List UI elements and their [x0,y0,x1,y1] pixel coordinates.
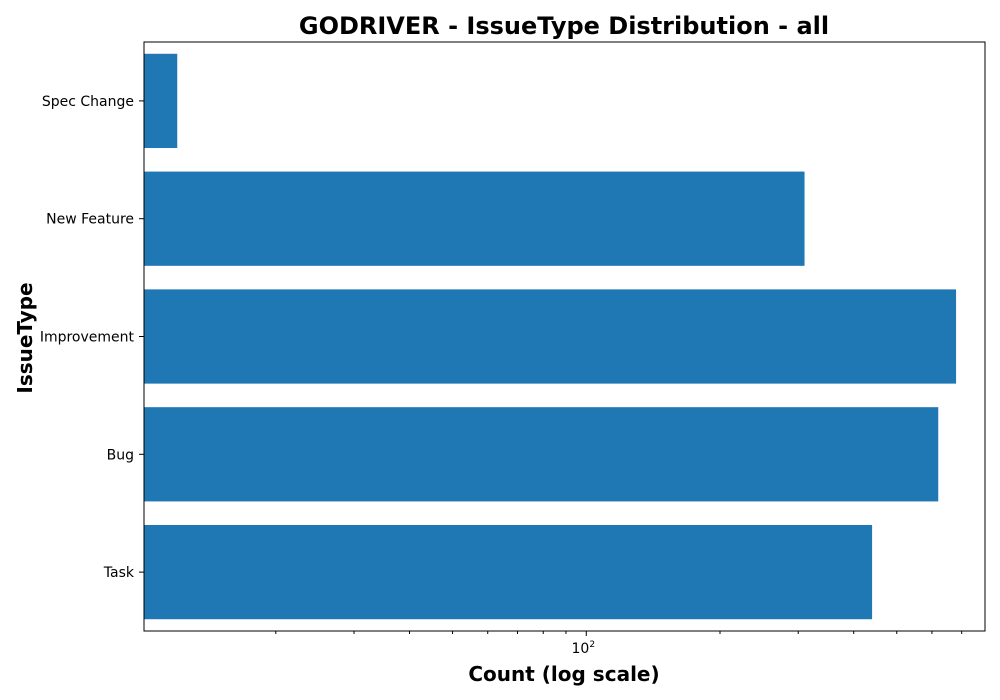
bar-task [144,524,873,620]
x-axis-title: Count (log scale) [468,662,659,686]
y-axis-ticks: Task Bug Improvement New Feature Spec Change [40,94,144,581]
y-tick-label: Task [103,565,135,581]
y-axis-title: IssueType [13,282,37,393]
x-axis-ticks: 102 [275,631,963,657]
bar-spec-change [144,53,178,149]
y-tick-label: Bug [107,447,134,463]
y-tick-label: Improvement [40,330,135,346]
bar-bug [144,407,939,502]
chart-title: GODRIVER - IssueType Distribution - all [299,12,829,40]
y-tick-label: Spec Change [42,94,134,110]
bar-new-feature [144,171,805,266]
x-tick-label: 102 [571,640,595,657]
bar-improvement [144,289,957,384]
y-tick-label: New Feature [46,212,134,228]
bars-group [144,53,957,620]
plot-frame [143,41,986,632]
